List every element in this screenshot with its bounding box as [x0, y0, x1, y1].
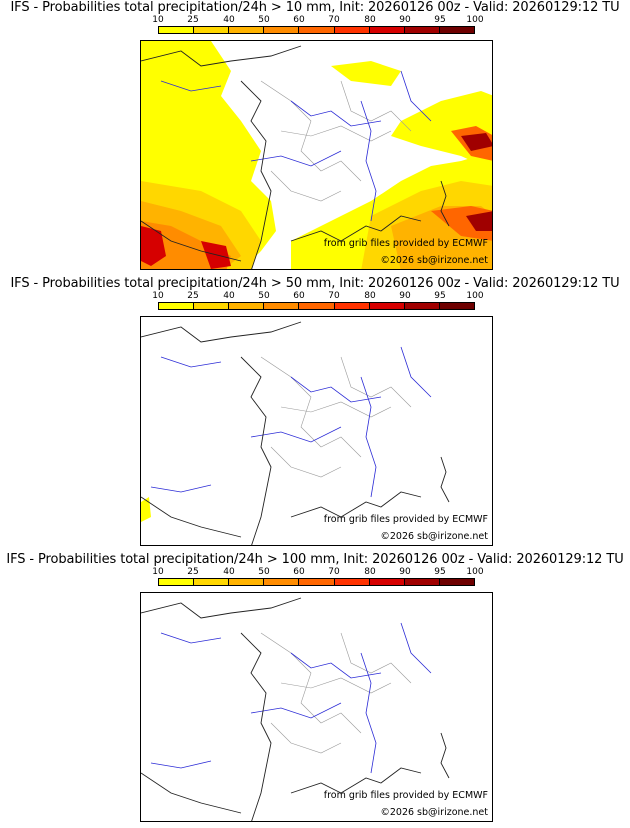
scale-swatch: [159, 27, 195, 33]
rivers: [150, 622, 432, 774]
probability-map: from grib files provided by ECMWF ©2026 …: [140, 592, 493, 822]
scale-label: 50: [258, 567, 270, 577]
scale-swatch: [369, 579, 405, 585]
scale-label: 95: [434, 567, 446, 577]
source-credit: from grib files provided by ECMWF: [323, 790, 488, 801]
copyright-credit: ©2026 sb@irizone.net: [380, 807, 488, 818]
scale-label: 70: [328, 15, 340, 25]
color-scale-labels: 10 25 40 50 60 70 80 90 95 100: [152, 15, 494, 25]
scale-label: 95: [434, 291, 446, 301]
scale-swatch: [264, 579, 300, 585]
scale-label: 40: [223, 291, 235, 301]
scale-swatch: [159, 303, 195, 309]
scale-swatch: [229, 303, 265, 309]
scale-label: 90: [399, 567, 411, 577]
scale-label: 25: [187, 15, 199, 25]
scale-label: 80: [364, 291, 376, 301]
admin-borders: [260, 356, 412, 478]
scale-label: 40: [223, 567, 235, 577]
scale-label: 100: [466, 291, 484, 301]
coastlines: [141, 321, 450, 545]
scale-swatch: [439, 303, 474, 309]
precip-field: [141, 41, 492, 269]
scale-label: 90: [399, 291, 411, 301]
panel-100mm: IFS - Probabilities total precipitation/…: [0, 552, 630, 828]
scale-label: 25: [187, 291, 199, 301]
scale-label: 40: [223, 15, 235, 25]
panel-title: IFS - Probabilities total precipitation/…: [10, 276, 620, 291]
color-scale-bar: [158, 302, 475, 310]
scale-label: 100: [466, 567, 484, 577]
scale-swatch: [334, 303, 370, 309]
scale-label: 10: [152, 567, 164, 577]
coastlines: [141, 597, 450, 821]
scale-label: 50: [258, 15, 270, 25]
admin-borders: [260, 632, 412, 754]
scale-swatch: [404, 579, 440, 585]
scale-swatch: [404, 303, 440, 309]
scale-swatch: [194, 579, 230, 585]
scale-swatch: [159, 579, 195, 585]
rivers: [160, 70, 432, 222]
scale-swatch: [299, 27, 335, 33]
scale-swatch: [334, 27, 370, 33]
scale-swatch: [264, 27, 300, 33]
scale-label: 10: [152, 291, 164, 301]
source-credit: from grib files provided by ECMWF: [323, 238, 488, 249]
scale-swatch: [229, 27, 265, 33]
panel-10mm: IFS - Probabilities total precipitation/…: [0, 0, 630, 276]
scale-label: 100: [466, 15, 484, 25]
scale-swatch: [369, 27, 405, 33]
probability-map: from grib files provided by ECMWF ©2026 …: [140, 40, 493, 270]
color-scale-labels: 10 25 40 50 60 70 80 90 95 100: [152, 567, 494, 577]
scale-label: 70: [328, 567, 340, 577]
panel-title: IFS - Probabilities total precipitation/…: [10, 0, 620, 15]
scale-label: 50: [258, 291, 270, 301]
copyright-credit: ©2026 sb@irizone.net: [380, 255, 488, 266]
copyright-credit: ©2026 sb@irizone.net: [380, 531, 488, 542]
scale-label: 95: [434, 15, 446, 25]
map-svg: [141, 597, 450, 821]
scale-label: 80: [364, 567, 376, 577]
scale-swatch: [299, 303, 335, 309]
source-credit: from grib files provided by ECMWF: [323, 514, 488, 525]
scale-swatch: [439, 579, 474, 585]
color-scale-labels: 10 25 40 50 60 70 80 90 95 100: [152, 291, 494, 301]
scale-label: 25: [187, 567, 199, 577]
scale-label: 80: [364, 15, 376, 25]
scale-label: 60: [293, 291, 305, 301]
color-scale-bar: [158, 26, 475, 34]
scale-swatch: [194, 27, 230, 33]
admin-borders: [260, 80, 412, 202]
scale-swatch: [194, 303, 230, 309]
scale-swatch: [439, 27, 474, 33]
coastlines: [141, 45, 450, 269]
scale-label: 70: [328, 291, 340, 301]
color-scale-bar: [158, 578, 475, 586]
scale-label: 10: [152, 15, 164, 25]
map-svg: [141, 321, 450, 545]
map-svg: [141, 41, 492, 269]
scale-swatch: [229, 579, 265, 585]
scale-swatch: [404, 27, 440, 33]
scale-label: 60: [293, 15, 305, 25]
scale-swatch: [334, 579, 370, 585]
scale-label: 90: [399, 15, 411, 25]
rivers: [150, 346, 432, 498]
scale-swatch: [299, 579, 335, 585]
panel-title: IFS - Probabilities total precipitation/…: [6, 552, 624, 567]
scale-swatch: [369, 303, 405, 309]
scale-swatch: [264, 303, 300, 309]
precip-field: [141, 497, 151, 522]
panel-50mm: IFS - Probabilities total precipitation/…: [0, 276, 630, 552]
scale-label: 60: [293, 567, 305, 577]
probability-map: from grib files provided by ECMWF ©2026 …: [140, 316, 493, 546]
